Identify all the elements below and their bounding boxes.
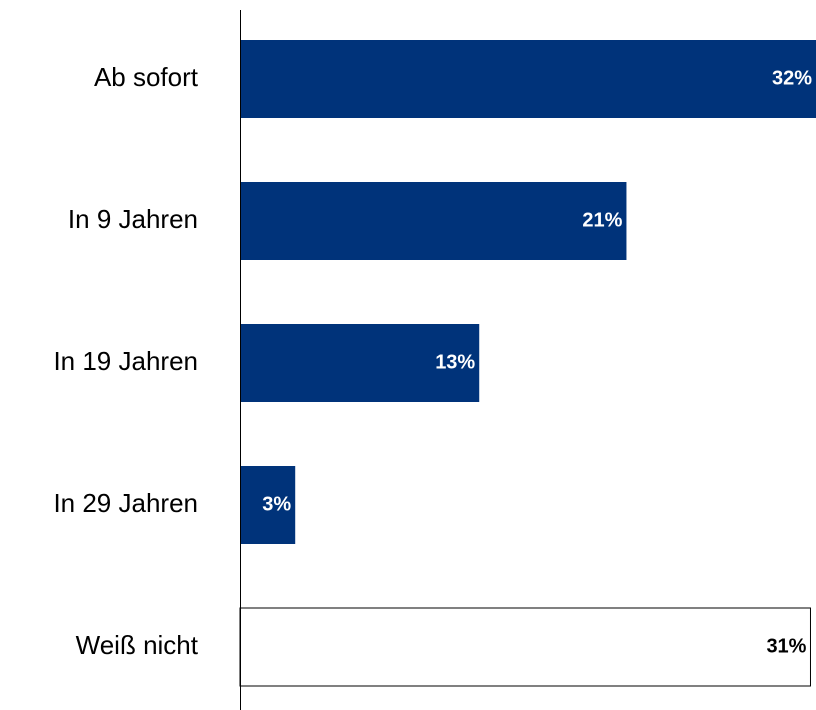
bar	[240, 40, 816, 118]
bar	[240, 324, 480, 402]
y-tick-label: In 9 Jahren	[68, 204, 198, 234]
plot-area	[239, 40, 816, 687]
data-label: 31%	[766, 635, 806, 657]
data-label: 32%	[772, 67, 812, 89]
data-label: 13%	[435, 351, 475, 373]
data-label: 21%	[582, 209, 622, 231]
bar	[239, 607, 811, 687]
y-tick-label: Ab sofort	[94, 62, 199, 92]
bar	[240, 182, 627, 260]
y-tick-label: In 29 Jahren	[53, 488, 198, 518]
y-tick-label: Weiß nicht	[76, 630, 199, 660]
bar	[240, 466, 296, 544]
data-label: 3%	[262, 493, 291, 515]
y-tick-label: In 19 Jahren	[53, 346, 198, 376]
